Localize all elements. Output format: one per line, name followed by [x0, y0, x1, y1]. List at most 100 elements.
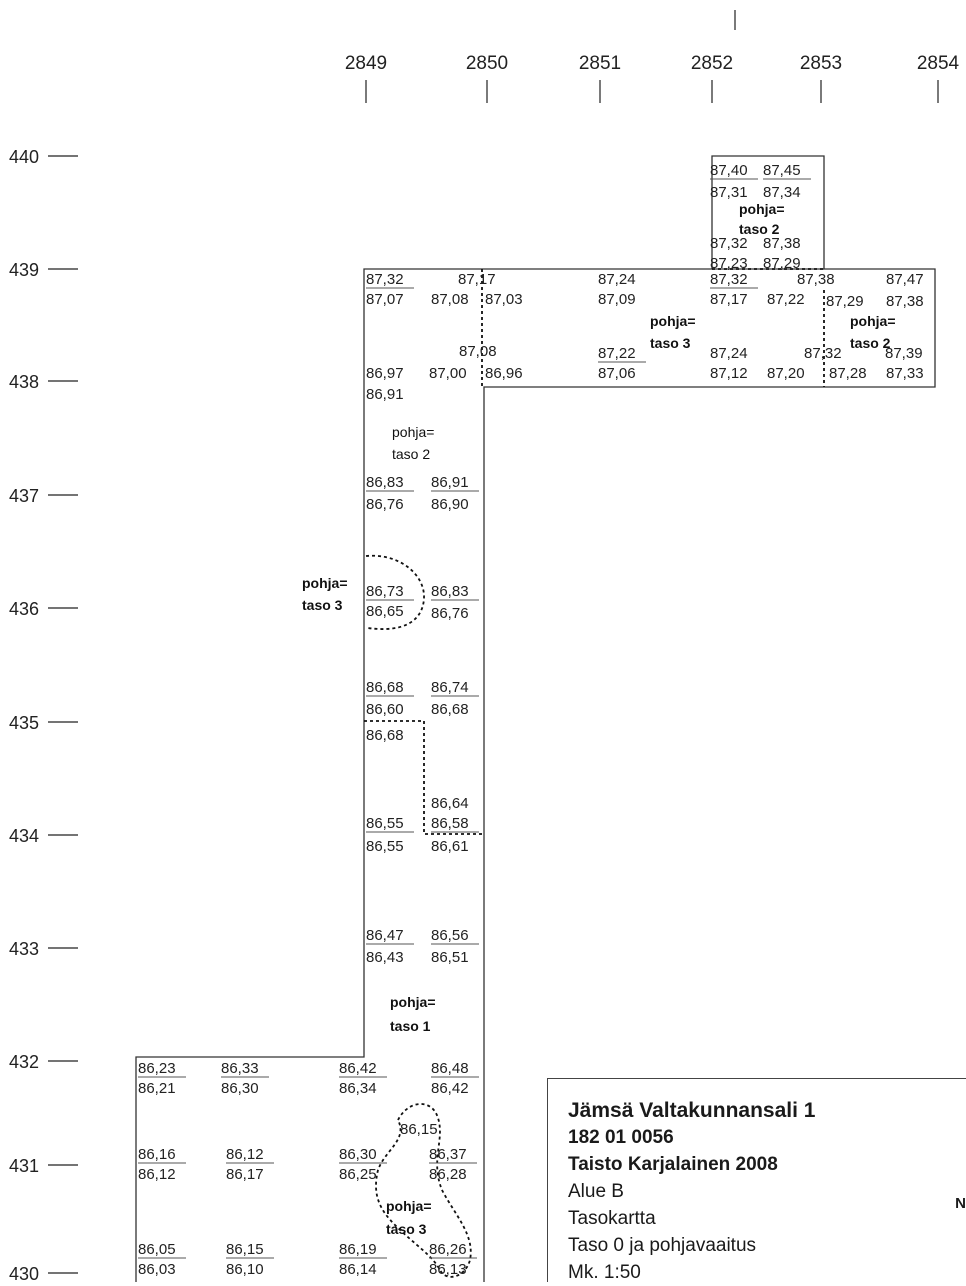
elevation-value: 87,38 [797, 271, 835, 288]
elevation-value: 86,34 [339, 1080, 377, 1097]
elevation-value: 86,68 [366, 679, 404, 696]
elevation-value: 87,32 [710, 271, 748, 288]
elevation-value: 86,91 [431, 474, 469, 491]
y-axis-label: 437 [9, 486, 39, 506]
zone-label: pohja= [386, 1198, 432, 1214]
x-axis-label: 2854 [917, 53, 960, 74]
scale-label: Mk. 1:50 [568, 1262, 641, 1283]
elevation-value: 86,76 [366, 496, 404, 513]
elevation-value: 87,39 [885, 345, 923, 362]
elevation-value: 87,17 [710, 291, 748, 308]
y-axis-label: 436 [9, 599, 39, 619]
elevation-value: 87,29 [826, 293, 864, 310]
elevation-value: 86,12 [138, 1166, 176, 1183]
elevation-value: 86,21 [138, 1080, 176, 1097]
elevation-value: 86,37 [429, 1146, 467, 1163]
elevation-value: 87,23 [710, 255, 748, 272]
elevation-value: 87,38 [886, 293, 924, 310]
y-axis-label: 430 [9, 1264, 39, 1282]
y-axis-label: 440 [9, 147, 39, 167]
elevation-value: 86,55 [366, 838, 404, 855]
elevation-value: 86,96 [485, 365, 523, 382]
elevation-values: 87,40 87,45 87,31 87,34 87,32 87,38 87,2… [138, 162, 924, 1278]
elevation-value: 86,30 [221, 1080, 259, 1097]
x-axis: 2849 2850 2851 2852 2853 2854 [345, 10, 960, 103]
site-name: Jämsä Valtakunnansali 1 [568, 1099, 816, 1122]
zone-label: taso 2 [739, 221, 780, 237]
zone-label: pohja= [850, 313, 896, 329]
elevation-value: 86,65 [366, 603, 404, 620]
elevation-value: 87,29 [763, 255, 801, 272]
site-code: 182 01 0056 [568, 1127, 674, 1148]
elevation-value: 87,06 [598, 365, 636, 382]
elevation-value: 86,56 [431, 927, 469, 944]
elevation-value: 86,03 [138, 1261, 176, 1278]
elevation-value: 86,97 [366, 365, 404, 382]
x-axis-label: 2851 [579, 53, 621, 74]
zone-label: pohja= [302, 575, 348, 591]
north-label: N [955, 1195, 966, 1212]
x-axis-label: 2853 [800, 53, 842, 74]
author: Taisto Karjalainen 2008 [568, 1154, 778, 1175]
elevation-value: 86,47 [366, 927, 404, 944]
elevation-value: 86,83 [431, 583, 469, 600]
elevation-value: 87,08 [431, 291, 469, 308]
elevation-value: 86,15 [226, 1241, 264, 1258]
elevation-value: 86,60 [366, 701, 404, 718]
elevation-value: 86,58 [431, 815, 469, 832]
elevation-value: 86,42 [339, 1060, 377, 1077]
elevation-value: 87,34 [763, 184, 801, 201]
elevation-value: 87,24 [710, 345, 748, 362]
elevation-value: 87,38 [763, 235, 801, 252]
elevation-value: 86,16 [138, 1146, 176, 1163]
x-axis-label: 2852 [691, 53, 733, 74]
elevation-value: 86,74 [431, 679, 469, 696]
elevation-value: 86,28 [429, 1166, 467, 1183]
elevation-value: 86,26 [429, 1241, 467, 1258]
elevation-value: 86,14 [339, 1261, 377, 1278]
y-axis-label: 431 [9, 1156, 39, 1176]
elevation-value: 87,45 [763, 162, 801, 179]
elevation-value: 86,61 [431, 838, 469, 855]
elevation-value: 87,28 [829, 365, 867, 382]
elevation-value: 87,12 [710, 365, 748, 382]
title-block: Jämsä Valtakunnansali 1 182 01 0056 Tais… [547, 1078, 966, 1283]
zone-label: taso 3 [650, 335, 691, 351]
elevation-value: 86,51 [431, 949, 469, 966]
area-label: Alue B [568, 1181, 624, 1202]
y-axis-label: 434 [9, 826, 39, 846]
elevation-value: 86,83 [366, 474, 404, 491]
zone-label: taso 2 [850, 335, 891, 351]
elevation-value: 86,43 [366, 949, 404, 966]
elevation-value: 87,03 [485, 291, 523, 308]
elevation-value: 86,48 [431, 1060, 469, 1077]
zone-label: pohja= [390, 994, 436, 1010]
x-axis-label: 2849 [345, 53, 387, 74]
x-axis-label: 2850 [466, 53, 508, 74]
elevation-value: 86,17 [226, 1166, 264, 1183]
elevation-value: 87,31 [710, 184, 748, 201]
zone-label: taso 1 [390, 1018, 431, 1034]
elevation-value: 87,17 [458, 271, 496, 288]
level-label: Taso 0 ja pohjavaaitus [568, 1235, 757, 1256]
elevation-value: 86,42 [431, 1080, 469, 1097]
elevation-value: 86,13 [429, 1261, 467, 1278]
elevation-value: 86,91 [366, 386, 404, 403]
elevation-value: 87,24 [598, 271, 636, 288]
elevation-value: 86,64 [431, 795, 469, 812]
elevation-value: 87,00 [429, 365, 467, 382]
elevation-value: 86,30 [339, 1146, 377, 1163]
elevation-value: 86,10 [226, 1261, 264, 1278]
elevation-value: 86,12 [226, 1146, 264, 1163]
y-axis: 440 439 438 437 436 435 434 433 432 431 … [9, 147, 78, 1282]
elevation-value: 86,25 [339, 1166, 377, 1183]
elevation-value: 87,47 [886, 271, 924, 288]
elevation-value: 86,90 [431, 496, 469, 513]
elevation-value: 87,09 [598, 291, 636, 308]
zone-label: taso 2 [392, 446, 430, 462]
elevation-value: 86,33 [221, 1060, 259, 1077]
y-axis-label: 432 [9, 1052, 39, 1072]
elevation-value: 86,76 [431, 605, 469, 622]
map-type: Tasokartta [568, 1208, 656, 1229]
